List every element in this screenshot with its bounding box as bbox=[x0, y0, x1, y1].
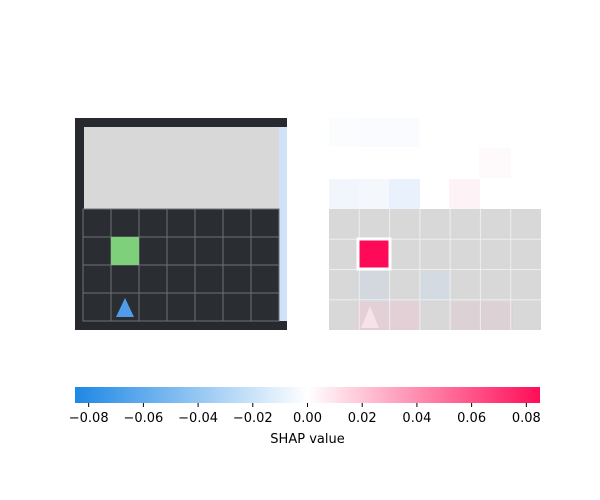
grid-cell bbox=[110, 264, 140, 294]
colorbar-tick-label: 0.08 bbox=[512, 411, 541, 426]
agent-triangle-icon bbox=[116, 298, 134, 317]
grid-cell bbox=[82, 236, 112, 266]
grid-cell bbox=[222, 264, 252, 294]
grid-cell bbox=[166, 264, 196, 294]
tint-cell bbox=[421, 271, 451, 301]
tint-cell bbox=[359, 179, 389, 209]
grid-cell bbox=[138, 236, 168, 266]
colorbar-tick-label: 0.06 bbox=[457, 411, 486, 426]
colorbar-tick-label: −0.06 bbox=[123, 411, 163, 426]
grid-cell bbox=[250, 236, 280, 266]
grid-cell bbox=[138, 264, 168, 294]
grid-cell bbox=[194, 292, 224, 322]
grid-cell bbox=[222, 292, 252, 322]
tint-cell bbox=[451, 302, 513, 330]
tint-cell bbox=[329, 179, 359, 209]
tint-cell bbox=[357, 271, 387, 301]
observation-panel bbox=[75, 118, 287, 330]
grid-cell bbox=[166, 208, 196, 238]
tint-cell bbox=[479, 148, 511, 178]
grid-cell bbox=[166, 292, 196, 322]
colorbar-tick-label: −0.04 bbox=[178, 411, 218, 426]
grid-cell bbox=[138, 292, 168, 322]
shap-overlay-panel bbox=[329, 118, 541, 330]
attribution-lower-tint bbox=[357, 271, 513, 330]
colorbar: −0.08 −0.06 −0.04 −0.02 0.00 0.02 0.04 0.06 0.08… bbox=[69, 387, 541, 447]
colorbar-tick-label: −0.08 bbox=[69, 411, 109, 426]
colorbar-label: SHAP value bbox=[270, 432, 344, 447]
grid-cell bbox=[250, 292, 280, 322]
grid-cell bbox=[82, 292, 112, 322]
colorbar-tick-label: 0.02 bbox=[348, 411, 377, 426]
colorbar-tick-label: −0.02 bbox=[233, 411, 273, 426]
tint-cell bbox=[329, 118, 359, 147]
grid-cell bbox=[110, 208, 140, 238]
grid-cell bbox=[222, 208, 252, 238]
colorbar-gradient bbox=[75, 387, 540, 403]
goal-square bbox=[111, 237, 139, 265]
colorbar-tick-label: 0.04 bbox=[402, 411, 431, 426]
tint-cell bbox=[449, 179, 480, 209]
attribution-tint-cells bbox=[329, 118, 511, 209]
tint-cell bbox=[359, 118, 419, 147]
tint-cell bbox=[389, 179, 420, 209]
colorbar-ticks: −0.08 −0.06 −0.04 −0.02 0.00 0.02 0.04 0.06 0.08 bbox=[69, 403, 541, 426]
colorbar-tick-label: 0.00 bbox=[293, 411, 322, 426]
grid-cell bbox=[194, 236, 224, 266]
grid-cell bbox=[82, 264, 112, 294]
attribution-grid-lines bbox=[329, 209, 541, 330]
grid-cell bbox=[82, 208, 112, 238]
grid-cell bbox=[222, 236, 252, 266]
grid-cell bbox=[166, 236, 196, 266]
grid-cell bbox=[138, 208, 168, 238]
unseen-region bbox=[84, 127, 279, 209]
grid-cell bbox=[250, 208, 280, 238]
grid-cell bbox=[194, 208, 224, 238]
agent-triangle-icon bbox=[361, 306, 379, 328]
side-strip bbox=[279, 127, 287, 321]
grid-cell bbox=[250, 264, 280, 294]
grid-cell bbox=[194, 264, 224, 294]
highlight-square bbox=[356, 237, 392, 271]
